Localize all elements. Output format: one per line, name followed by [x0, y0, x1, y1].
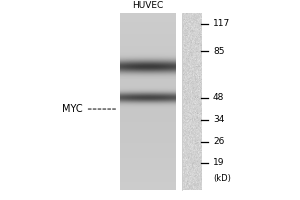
Text: 48: 48 [213, 93, 224, 102]
Text: MYC: MYC [62, 104, 82, 114]
Text: HUVEC: HUVEC [132, 1, 164, 10]
Text: 117: 117 [213, 19, 230, 28]
Text: (kD): (kD) [213, 174, 231, 183]
Text: 85: 85 [213, 47, 224, 56]
Text: 19: 19 [213, 158, 224, 167]
Text: 26: 26 [213, 137, 224, 146]
Text: 34: 34 [213, 115, 224, 124]
